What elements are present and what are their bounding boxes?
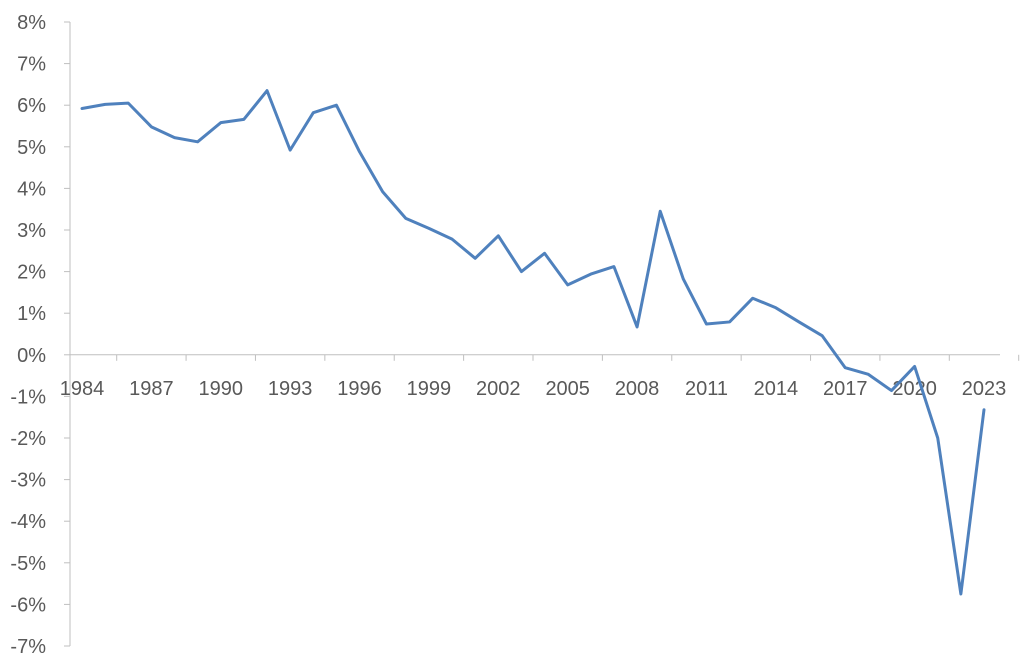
x-tick-label: 1987 [129, 378, 174, 400]
y-tick-label: 8% [17, 12, 46, 34]
series-line [80, 89, 986, 596]
y-tick-label: 4% [17, 178, 46, 200]
y-tick-label: 6% [17, 95, 46, 117]
y-tick-label: -4% [10, 511, 46, 533]
y-tick-label: -5% [10, 553, 46, 575]
y-tick-label: 3% [17, 220, 46, 242]
y-tick-label: 1% [17, 303, 46, 325]
y-tick-label: 7% [17, 54, 46, 76]
series-layer [80, 89, 986, 596]
y-tick-label: 5% [17, 137, 46, 159]
x-tick-label: 1984 [60, 378, 105, 400]
y-tick-label: -3% [10, 470, 46, 492]
x-tick-label: 2014 [754, 378, 799, 400]
x-tick-label: 2002 [476, 378, 521, 400]
x-tick-label: 1996 [337, 378, 382, 400]
x-tick-label: 2011 [685, 378, 728, 400]
y-tick-label: -6% [10, 594, 46, 616]
y-tick-label: 2% [17, 262, 46, 284]
x-tick-label: 1999 [407, 378, 452, 400]
y-tick-label: -7% [10, 636, 46, 658]
y-axis: -7% -6% -5% -4% -3% -2% -1% 0% 1% 2% 3% 4% 5% 6% 7% 8% [10, 12, 71, 658]
x-tick-label: 2017 [823, 378, 868, 400]
x-tick-label: 2020 [892, 378, 937, 400]
x-tick-label: 2023 [962, 378, 1007, 400]
y-tick-label: -2% [10, 428, 46, 450]
x-tick-label: 2008 [615, 378, 660, 400]
y-tick-label: 0% [17, 345, 46, 367]
x-tick-label: 1993 [268, 378, 313, 400]
y-tick-label: -1% [10, 386, 46, 408]
x-axis: 1984 1987 1990 1993 1996 1999 2002 2005 2008 2011… [60, 354, 1020, 400]
x-tick-label: 2005 [545, 378, 590, 400]
x-tick-label: 1990 [199, 378, 244, 400]
